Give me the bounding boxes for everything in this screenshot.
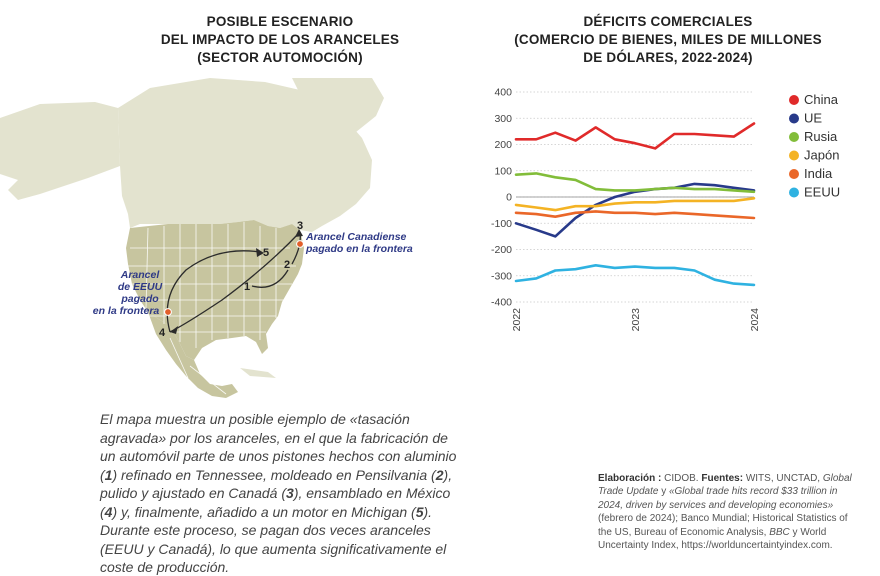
arrowhead-icon (256, 248, 264, 257)
sources-label: Fuentes: (701, 473, 744, 484)
us-tariff-label: Arancel (120, 269, 161, 281)
chart-title-line: DÉFICITS COMERCIALES (583, 14, 753, 29)
chart-title-line: DE DÓLARES, 2022-2024) (583, 50, 753, 65)
y-axis-ticks: 400 300 200 100 0 -100 -200 -300 -400 (491, 87, 512, 309)
source-italic: Global Trade Update (598, 473, 852, 498)
source-italic: BBC (769, 526, 790, 538)
route-3-4 (169, 231, 301, 333)
caption-text: ). Durante este proceso, se pagan dos ve… (100, 503, 447, 576)
chart-series (514, 122, 756, 287)
caption-step-number: 4 (104, 503, 113, 520)
greenland-shape (292, 78, 384, 132)
series-line-china (514, 122, 756, 150)
legend-label: China (804, 92, 839, 107)
source-text: y World Uncertainty Index, https://world… (598, 526, 833, 552)
caption-step-number: 1 (104, 466, 113, 483)
chart-legend: China UE Rusia Japón India EEUU (789, 92, 840, 200)
x-tick-label: 2022 (511, 308, 523, 332)
legend-label: Rusia (804, 129, 838, 144)
x-tick-label: 2024 (749, 308, 761, 332)
north-america-map: 1 2 3 4 5 Arancel Canadiense pagado en l… (0, 78, 413, 398)
source-text: y (661, 486, 667, 498)
y-tick-label: 0 (506, 192, 512, 204)
arrowhead-icon (170, 326, 178, 334)
y-tick-label: -300 (491, 270, 512, 282)
legend-label: India (804, 166, 833, 181)
source-note: Elaboración : CIDOB. Fuentes: WITS, UNCT… (598, 472, 860, 552)
x-axis-ticks: 2022 2023 2024 (511, 308, 761, 332)
caption-text: ) y, finalmente, añadido a un motor en M… (112, 503, 416, 520)
source-text: WITS, UNCTAD, (745, 473, 821, 484)
map-caption: El mapa muestra un posible ejemplo de «t… (100, 410, 460, 576)
caption-step-number: 3 (286, 485, 294, 501)
us-tariff-marker (164, 308, 172, 316)
caption-step-number: 2 (435, 466, 444, 483)
y-tick-label: 400 (494, 87, 512, 99)
map-title-line: POSIBLE ESCENARIO (206, 14, 354, 29)
caption-step-number: 5 (415, 503, 424, 520)
step-4-label: 4 (159, 327, 166, 339)
state-borders (128, 222, 296, 395)
source-label: Elaboración : (598, 473, 662, 484)
y-tick-label: 100 (494, 165, 512, 177)
y-tick-label: 300 (494, 113, 512, 125)
y-tick-label: 200 (494, 139, 512, 151)
us-tariff-label: de EEUU (118, 281, 163, 293)
step-3-label: 3 (297, 220, 303, 232)
series-line-japón (514, 197, 756, 212)
legend-label: Japón (804, 148, 839, 163)
map-title-line: DEL IMPACTO DE LOS ARANCELES (160, 32, 400, 47)
us-tariff-label: pagado (120, 293, 159, 305)
chart-title: DÉFICITS COMERCIALES (COMERCIO DE BIENES… (468, 13, 868, 67)
canada-shape (118, 78, 372, 232)
caption-text: ), pulido y ajustado en Canadá ( (100, 466, 453, 502)
series-line-india (514, 210, 756, 220)
legend-marker (789, 132, 799, 142)
legend-marker (789, 95, 799, 105)
map-title: POSIBLE ESCENARIO DEL IMPACTO DE LOS ARA… (100, 13, 460, 67)
step-1-label: 1 (244, 281, 250, 293)
step-5-label: 5 (263, 247, 269, 259)
legend-label: EEUU (804, 185, 840, 200)
alaska-shape (0, 102, 120, 200)
series-line-rusia (514, 172, 756, 194)
canada-tariff-label: pagado en la frontera (305, 243, 413, 255)
caption-text: ) refinado en Tennessee, moldeado en Pen… (112, 466, 436, 483)
source-author: CIDOB. (664, 473, 699, 484)
x-tick-label: 2023 (630, 308, 642, 332)
canada-tariff-label: Arancel Canadiense (305, 231, 407, 243)
y-tick-label: -400 (491, 297, 512, 309)
legend-label: UE (804, 111, 822, 126)
caption-text: ), ensamblado en México ( (100, 485, 451, 520)
us-tariff-label: en la frontera (93, 305, 160, 317)
series-line-ue (514, 182, 756, 238)
caption-text: El mapa muestra un posible ejemplo de «t… (100, 411, 457, 483)
y-tick-label: -100 (491, 218, 512, 230)
legend-marker (789, 150, 799, 161)
chart-title-line: (COMERCIO DE BIENES, MILES DE MILLONES (514, 32, 822, 47)
chart-grid (516, 91, 754, 303)
caribbean-shape (240, 368, 276, 378)
step-2-label: 2 (284, 259, 290, 271)
route-1-2 (251, 269, 289, 288)
canada-tariff-marker (296, 240, 304, 248)
legend-marker (789, 169, 799, 179)
arrowhead-icon (295, 229, 303, 237)
map-title-line: (SECTOR AUTOMOCIÓN) (197, 50, 363, 65)
series-line-eeuu (514, 264, 756, 287)
y-tick-label: -200 (491, 244, 512, 256)
source-italic: «Global trade hits record $33 trillion i… (598, 486, 838, 511)
legend-marker (789, 187, 799, 198)
mexico-shape (148, 312, 238, 398)
legend-marker (789, 113, 799, 124)
source-text: (febrero de 2024); Banco Mundial; Histor… (598, 513, 848, 538)
